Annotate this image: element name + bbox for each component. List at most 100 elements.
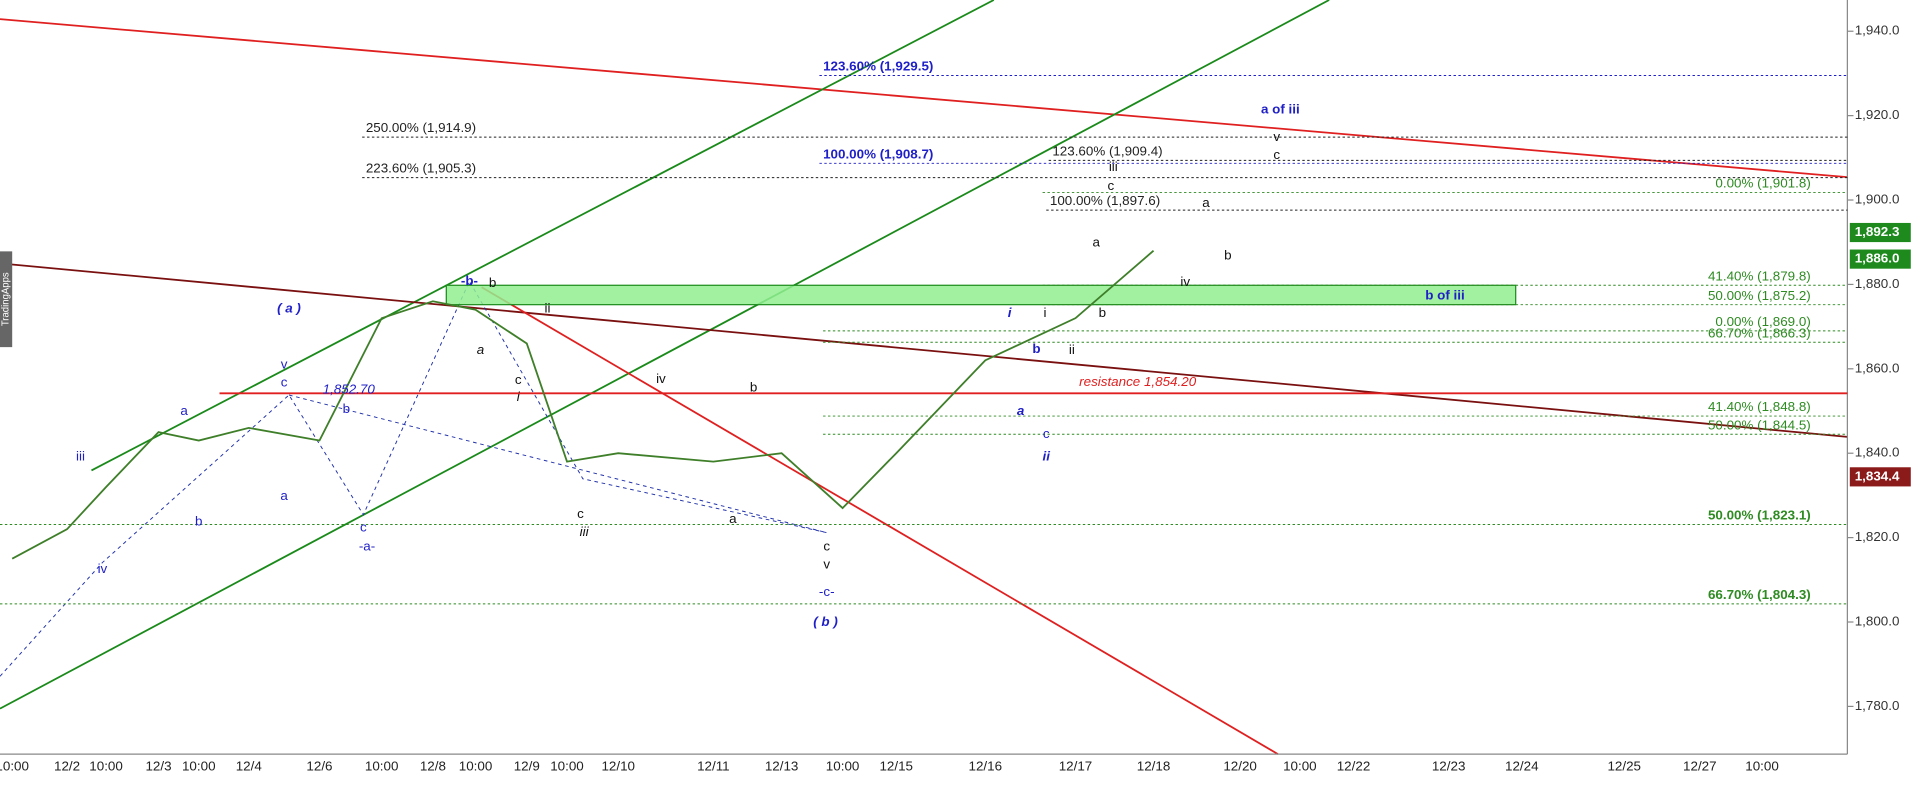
wave-label: c	[515, 372, 522, 387]
y-tick-label: 1,940.0	[1855, 23, 1900, 38]
fib-label: 66.70% (1,804.3)	[1708, 587, 1811, 602]
fib-label: 50.00% (1,823.1)	[1708, 508, 1811, 523]
fib-label: 50.00% (1,875.2)	[1708, 288, 1811, 303]
fib-label: 50.00% (1,844.5)	[1708, 417, 1811, 432]
wave-label: a	[280, 488, 288, 503]
wave-label: 1,852.70	[323, 382, 376, 397]
watermark-tab	[0, 251, 13, 348]
fib-label: 41.40% (1,879.8)	[1708, 268, 1811, 283]
x-tick-label: 12/8	[420, 759, 446, 774]
fib-label: 0.00% (1,901.8)	[1715, 176, 1810, 191]
wave-label: -b-	[461, 273, 478, 288]
wave-label: ( a )	[277, 300, 301, 315]
wave-label: b	[750, 379, 757, 394]
x-tick-label: 12/6	[306, 759, 332, 774]
x-tick-label: 12/24	[1505, 759, 1539, 774]
fib-label: 100.00% (1,897.6)	[1050, 193, 1160, 208]
wave-label: v	[281, 357, 288, 372]
x-tick-label: 12/3	[145, 759, 171, 774]
wave-label: c	[577, 506, 584, 521]
wave-label: b	[489, 275, 496, 290]
wave-label: c	[281, 375, 288, 390]
watermark: TradingApps	[1, 272, 12, 326]
x-tick-label: 12/23	[1432, 759, 1466, 774]
wave-label: a	[1017, 403, 1024, 418]
fib-label: 250.00% (1,914.9)	[366, 120, 476, 135]
price-tag	[1849, 467, 1911, 487]
x-tick-label: 12/2	[54, 759, 80, 774]
x-tick-label: 12/25	[1607, 759, 1641, 774]
x-tick-label: 10:00	[550, 759, 584, 774]
wave-label: v	[823, 557, 830, 572]
wave-label: v	[1273, 129, 1280, 144]
wave-label: a of iii	[1261, 102, 1300, 117]
price-tag-label: 1,834.4	[1855, 468, 1900, 483]
price-tag	[1849, 222, 1911, 243]
x-tick-label: 12/9	[514, 759, 540, 774]
x-tick-label: 10:00	[1745, 759, 1779, 774]
wave-label: a	[477, 342, 484, 357]
resistance-label: resistance 1,854.20	[1079, 374, 1197, 389]
wave-label: -a-	[359, 539, 375, 554]
x-tick-label: 12/16	[968, 759, 1002, 774]
channel-line	[91, 0, 995, 472]
wave-label: iii	[580, 524, 590, 539]
x-tick-label: 12/10	[601, 759, 635, 774]
y-tick-label: 1,820.0	[1855, 529, 1900, 544]
x-tick-label: 12/11	[697, 759, 730, 774]
x-tick-label: 12/22	[1337, 759, 1371, 774]
price-tag	[1849, 249, 1911, 269]
wave-label: ( b )	[813, 614, 838, 629]
wave-label: i	[517, 389, 521, 404]
trend-line	[481, 286, 1279, 755]
y-tick-label: 1,900.0	[1855, 192, 1900, 207]
trend-line	[0, 18, 1848, 179]
x-tick-label: 10:00	[182, 759, 216, 774]
wave-label: a	[729, 511, 737, 526]
wave-label: i	[1044, 305, 1047, 320]
price-line	[11, 249, 1155, 560]
x-tick-label: 10:00	[365, 759, 399, 774]
x-tick-label: 10:00	[0, 759, 29, 774]
y-tick-label: 1,920.0	[1855, 107, 1900, 122]
price-tag-label: 1,886.0	[1855, 251, 1900, 266]
wave-path	[0, 280, 827, 677]
wave-label: c	[1108, 178, 1115, 193]
y-tick-label: 1,800.0	[1855, 614, 1900, 629]
fib-label: 100.00% (1,908.7)	[823, 147, 933, 162]
x-tick-label: 10:00	[826, 759, 860, 774]
wave-label: iv	[98, 561, 108, 576]
x-tick-label: 12/15	[879, 759, 913, 774]
wave-label: ii	[1069, 342, 1075, 357]
wave-label: iv	[1180, 274, 1190, 289]
wave-label: c	[1043, 426, 1050, 441]
wave-label: ii	[1043, 449, 1051, 464]
wave-label: b	[195, 513, 202, 528]
wave-label: a	[180, 403, 188, 418]
wave-label: c	[1273, 147, 1280, 162]
x-tick-label: 12/18	[1137, 759, 1171, 774]
wave-label: -c-	[819, 584, 835, 599]
wave-label: iii	[1109, 159, 1118, 174]
fib-label: 66.70% (1,866.3)	[1708, 325, 1811, 340]
wave-path	[288, 394, 827, 534]
zone-label: b of iii	[1425, 288, 1464, 303]
wave-label: b	[1099, 305, 1106, 320]
x-tick-label: 10:00	[1283, 759, 1317, 774]
wave-label: a	[1093, 235, 1101, 250]
y-tick-label: 1,840.0	[1855, 445, 1900, 460]
fib-label: 41.40% (1,848.8)	[1708, 399, 1811, 414]
wave-label: c	[360, 519, 367, 534]
channel-line	[0, 0, 1330, 710]
wave-label: b	[1224, 248, 1231, 263]
y-tick-label: 1,780.0	[1855, 698, 1900, 713]
x-tick-label: 12/13	[765, 759, 799, 774]
fib-label: 123.60% (1,909.4)	[1052, 144, 1162, 159]
zone	[445, 284, 1517, 306]
wave-label: a	[1202, 195, 1210, 210]
y-tick-label: 1,880.0	[1855, 276, 1900, 291]
wave-label: b	[1032, 341, 1040, 356]
wave-label: b	[343, 401, 350, 416]
x-tick-label: 10:00	[459, 759, 493, 774]
